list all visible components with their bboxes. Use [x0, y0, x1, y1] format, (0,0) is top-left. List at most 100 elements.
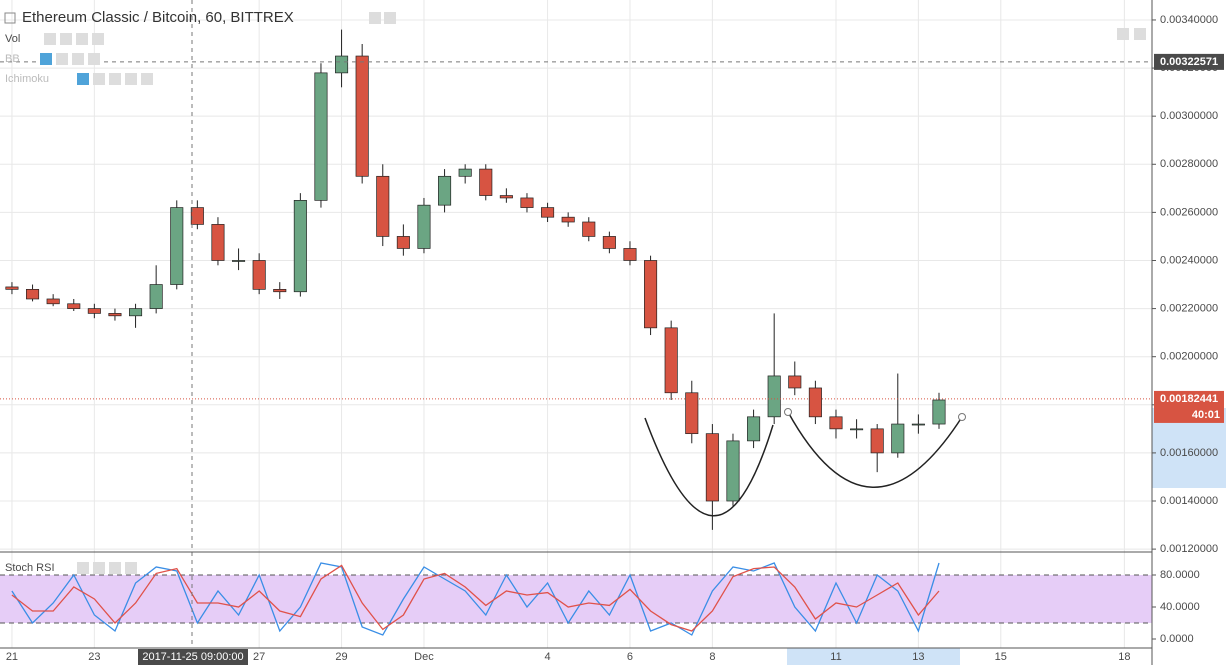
candle-body [726, 440, 740, 502]
x-tick-label: 15 [995, 651, 1007, 663]
crosshair-price-label: 0.00322571 [1160, 56, 1218, 68]
indicator-label[interactable]: Ichimoku [5, 73, 49, 85]
stoch-panel [0, 562, 1152, 636]
candle-body [396, 236, 410, 249]
chart-title: Ethereum Classic / Bitcoin, 60, BITTREX [22, 9, 294, 26]
crosshair-time-box [138, 649, 248, 665]
candle-body [602, 236, 616, 249]
time-range-highlight [787, 648, 960, 665]
candle-body [355, 55, 369, 177]
y-tick-label: 0.00120000 [1160, 543, 1218, 555]
candles [5, 29, 946, 530]
candle-body [46, 298, 60, 305]
button[interactable] [77, 73, 89, 85]
button[interactable] [40, 53, 52, 65]
candle-body [252, 260, 266, 290]
stoch-line [11, 562, 940, 636]
x-tick-label: 29 [335, 651, 347, 663]
button[interactable] [76, 33, 88, 45]
candle-body [582, 221, 596, 237]
drawing-handle[interactable] [784, 408, 792, 416]
last-price-label: 0.00182441 [1160, 393, 1218, 405]
button[interactable] [60, 33, 72, 45]
axes: 0.001200000.001400000.001600000.00180000… [0, 14, 1224, 663]
collapse-icon[interactable] [4, 12, 16, 24]
x-tick-label: 23 [88, 651, 100, 663]
x-tick-label: 18 [1118, 651, 1130, 663]
button[interactable] [93, 562, 105, 574]
button[interactable] [384, 12, 396, 24]
stoch-band [0, 575, 1152, 623]
y-tick-label: 0.00280000 [1160, 158, 1218, 170]
button[interactable] [92, 33, 104, 45]
button[interactable] [44, 33, 56, 45]
candle-body [808, 387, 822, 418]
button[interactable] [56, 53, 68, 65]
x-tick-label: 11 [830, 651, 841, 663]
candle-body [67, 303, 81, 309]
drawing-handle[interactable] [958, 413, 966, 421]
button[interactable] [125, 562, 137, 574]
candle-body [273, 288, 287, 293]
candle-body [314, 72, 328, 201]
candle-body [829, 416, 843, 430]
y-tick-label: 0.00340000 [1160, 14, 1218, 26]
button[interactable] [109, 73, 121, 85]
button[interactable] [1117, 28, 1129, 40]
candle-body [747, 416, 761, 442]
candle-body [87, 308, 101, 314]
x-tick-label: 21 [6, 651, 18, 663]
stoch-title: Stoch RSI [5, 562, 55, 574]
button[interactable] [141, 73, 153, 85]
countdown-label: 40:01 [1192, 409, 1220, 421]
candle-body [211, 224, 225, 261]
drawing-left-arc [644, 417, 774, 517]
indicator-label[interactable]: Vol [5, 33, 20, 45]
button[interactable] [93, 73, 105, 85]
button[interactable] [369, 12, 381, 24]
last-price-box [1154, 390, 1224, 423]
candle-body [108, 313, 122, 317]
candle-body [232, 260, 246, 262]
candle-body [293, 200, 307, 293]
indicator-label[interactable]: BB [5, 53, 20, 65]
stoch-line [11, 564, 940, 632]
x-tick-label: 4 [545, 651, 551, 663]
candle-body [170, 207, 184, 285]
button[interactable] [72, 53, 84, 65]
candle-body [705, 433, 719, 502]
button[interactable] [109, 562, 121, 574]
drawing-right-arc [787, 411, 963, 488]
candle-body [788, 375, 802, 389]
y-tick-label: 0.00300000 [1160, 110, 1218, 122]
candle-body [129, 308, 143, 317]
button[interactable] [77, 562, 89, 574]
indicator-buttons [40, 12, 1146, 574]
candle-body [664, 327, 678, 394]
button[interactable] [1134, 28, 1146, 40]
candle-body [520, 197, 534, 208]
candle-body [149, 284, 163, 309]
x-tick-label: 13 [912, 651, 924, 663]
candle-body [623, 248, 637, 261]
candle-body [561, 216, 575, 223]
candle-body [891, 423, 905, 454]
button[interactable] [125, 73, 137, 85]
y-tick-label: 40.0000 [1160, 601, 1200, 613]
x-tick-label: Dec [414, 651, 434, 663]
y-tick-label: 0.0000 [1160, 633, 1194, 645]
candle-body [335, 55, 349, 74]
y-tick-label: 0.00220000 [1160, 302, 1218, 314]
candle-body [499, 195, 513, 199]
candle-body [767, 375, 781, 418]
candle-body [26, 288, 40, 300]
y-tick-label: 80.0000 [1160, 569, 1200, 581]
candle-body [644, 260, 658, 329]
button[interactable] [88, 53, 100, 65]
candle-body [685, 392, 699, 435]
candle-body [190, 207, 204, 225]
crosshair-time-label: 2017-11-25 09:00:00 [142, 651, 243, 663]
candle-body [850, 428, 864, 431]
y-tick-label: 0.00160000 [1160, 447, 1218, 459]
